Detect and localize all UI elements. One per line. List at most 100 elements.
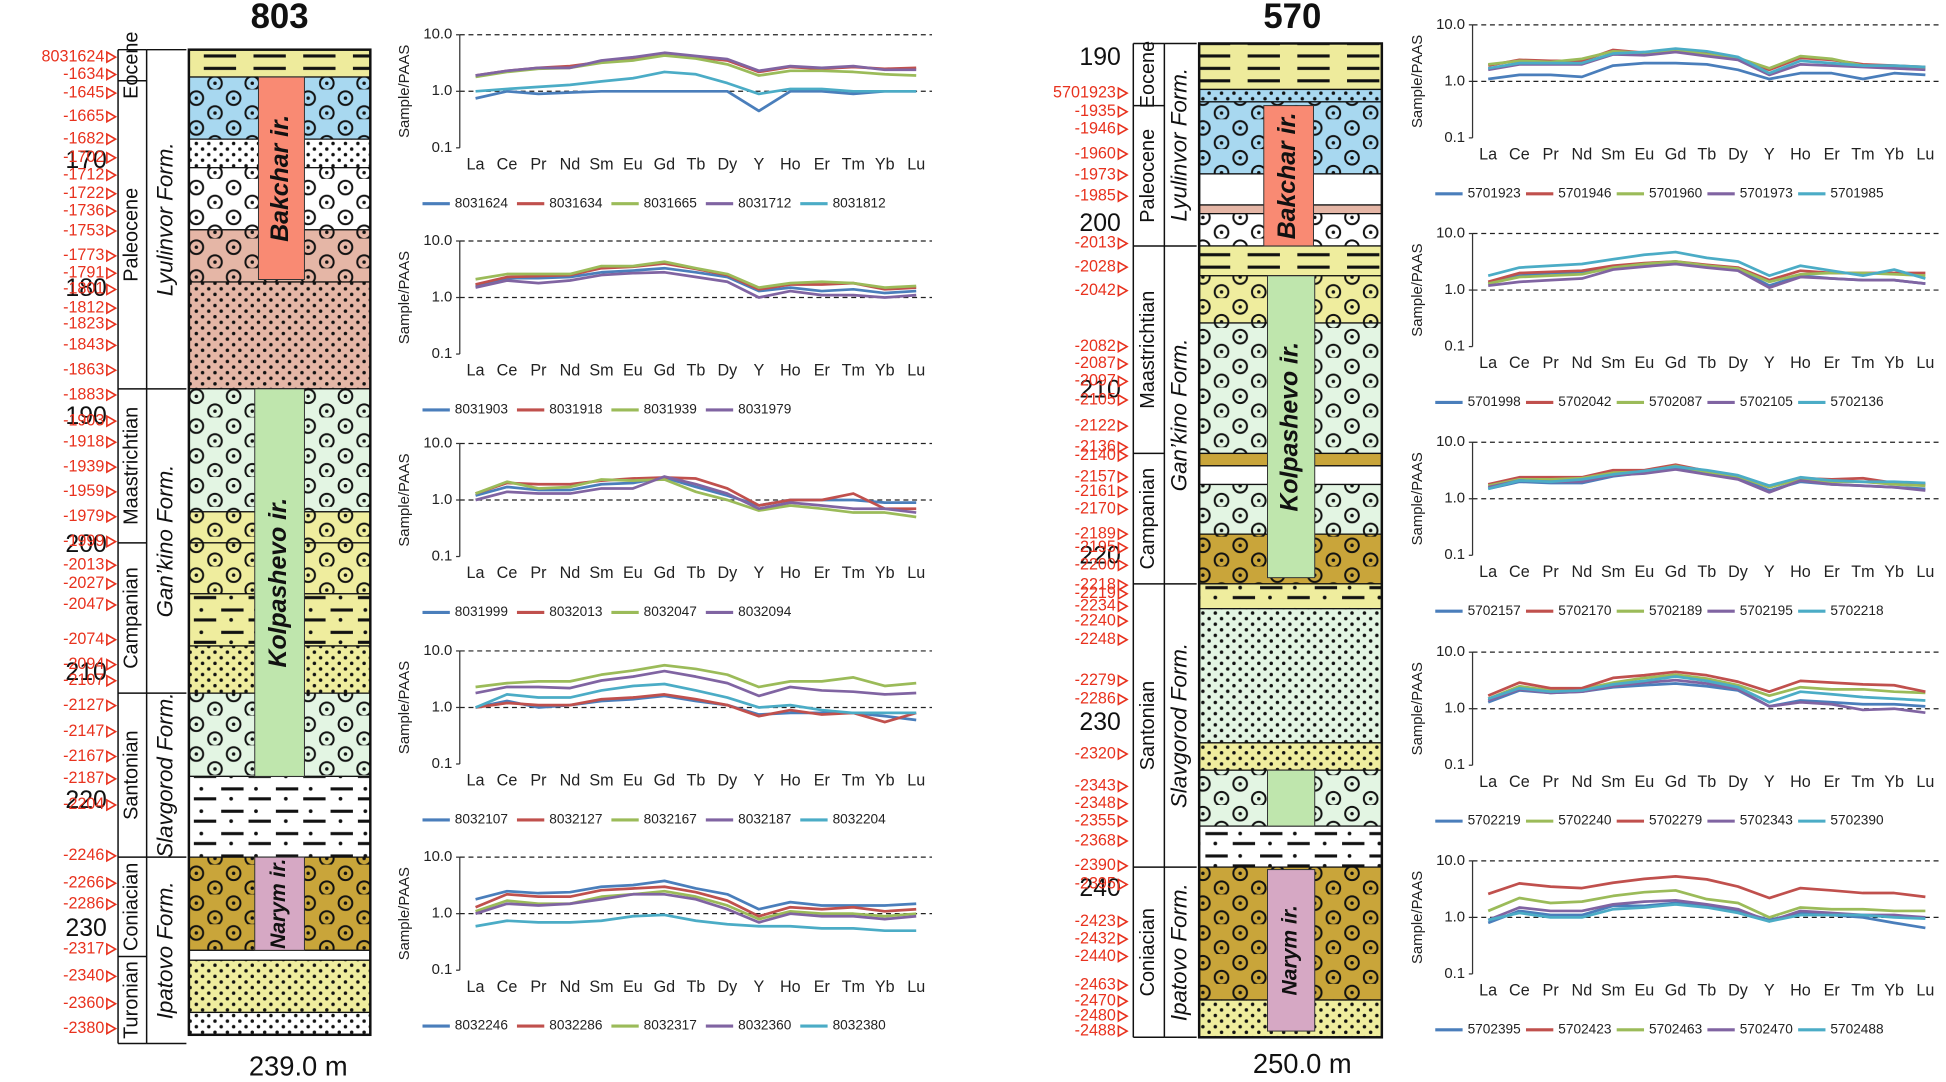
legend-label: 5702390 bbox=[1830, 813, 1884, 828]
x-tick-label: Nd bbox=[560, 564, 581, 582]
x-tick-label: Gd bbox=[654, 772, 676, 790]
sample-marker bbox=[106, 50, 118, 64]
y-tick-label: 10.0 bbox=[423, 435, 452, 451]
depth-label: 230 bbox=[1079, 709, 1120, 736]
x-tick-label: Gd bbox=[654, 155, 676, 173]
y-tick-label: 0.1 bbox=[1444, 966, 1465, 982]
legend-label: 8031812 bbox=[833, 195, 886, 210]
sample-label: -2107 bbox=[63, 671, 104, 689]
sample-label: -2161 bbox=[1075, 482, 1116, 500]
y-tick-label: 10.0 bbox=[1436, 17, 1465, 33]
epoch-label: Santonian bbox=[1137, 681, 1159, 770]
series-line bbox=[475, 478, 917, 519]
sample-label: -2390 bbox=[1075, 856, 1116, 874]
x-tick-label: Yb bbox=[1884, 146, 1904, 164]
y-axis-label: Sample/PAAS bbox=[397, 251, 413, 344]
sample-marker bbox=[1117, 633, 1129, 647]
sample-label: -2195 bbox=[1075, 538, 1116, 556]
x-tick-label: Dy bbox=[717, 362, 738, 380]
sample-marker bbox=[106, 510, 118, 524]
legend-label: 5702240 bbox=[1558, 813, 1612, 828]
sample-label: -2094 bbox=[63, 655, 104, 673]
x-tick-label: Sm bbox=[1601, 146, 1625, 164]
sample-marker bbox=[1117, 834, 1129, 848]
x-tick-label: Y bbox=[753, 155, 764, 173]
sample-marker bbox=[106, 598, 118, 612]
x-tick-label: Er bbox=[814, 155, 831, 173]
sample-marker bbox=[1117, 859, 1129, 873]
strat-column: Bakchar ir. Kolpashevo ir. Narym ir. Eocene… bbox=[1053, 0, 1384, 1079]
depth-label: 200 bbox=[1079, 210, 1120, 237]
x-tick-label: Ce bbox=[497, 772, 518, 790]
x-tick-label: Tb bbox=[1697, 982, 1716, 1000]
sample-marker bbox=[1117, 86, 1129, 100]
legend-label: 5702157 bbox=[1468, 603, 1521, 618]
x-tick-label: Dy bbox=[1728, 146, 1749, 164]
y-tick-label: 0.1 bbox=[432, 346, 453, 362]
legend-label: 8031918 bbox=[549, 402, 602, 417]
sample-label: -1973 bbox=[1075, 165, 1116, 183]
y-tick-label: 0.1 bbox=[432, 756, 453, 772]
sample-marker bbox=[1117, 168, 1129, 182]
sample-marker bbox=[106, 798, 118, 812]
sample-label: -1702 bbox=[63, 148, 104, 166]
sample-marker bbox=[106, 224, 118, 238]
legend-label: 8032094 bbox=[738, 604, 792, 619]
sample-label: -2219 bbox=[1075, 584, 1116, 602]
y-tick-label: 1.0 bbox=[432, 83, 453, 99]
legend-label: 8031979 bbox=[738, 402, 791, 417]
sample-marker bbox=[1117, 449, 1129, 463]
x-tick-label: Eu bbox=[623, 978, 643, 996]
x-tick-label: Tm bbox=[1851, 563, 1874, 581]
x-tick-label: Y bbox=[753, 978, 764, 996]
x-tick-label: Gd bbox=[654, 978, 676, 996]
series-line bbox=[1487, 901, 1926, 930]
x-tick-label: Nd bbox=[1572, 982, 1593, 1000]
legend-label: 8031624 bbox=[455, 195, 509, 210]
epoch-label: Maastrichtian bbox=[1137, 291, 1159, 409]
legend-label: 8032380 bbox=[833, 1018, 887, 1033]
x-tick-label: Tm bbox=[842, 978, 865, 996]
sample-label: -1946 bbox=[1075, 119, 1116, 137]
lithology-pattern bbox=[188, 776, 371, 858]
sample-label: -1935 bbox=[1075, 102, 1116, 120]
x-tick-label: Dy bbox=[717, 564, 738, 582]
x-tick-label: Nd bbox=[560, 362, 581, 380]
sample-label: -2488 bbox=[1075, 1021, 1116, 1039]
x-tick-label: Tm bbox=[842, 564, 865, 582]
sample-marker bbox=[1117, 932, 1129, 946]
x-tick-label: Eu bbox=[623, 772, 643, 790]
sample-label: -1634 bbox=[63, 65, 104, 83]
sample-marker bbox=[106, 283, 118, 296]
sample-marker bbox=[1117, 587, 1129, 601]
x-tick-label: Yb bbox=[875, 564, 895, 582]
y-tick-label: 10.0 bbox=[423, 27, 452, 43]
sample-label: -1665 bbox=[63, 107, 104, 125]
legend-label: 5702279 bbox=[1649, 813, 1702, 828]
sample-label: -2082 bbox=[1075, 337, 1116, 355]
ree-chart: 0.1 1.0 10.0 Sample/PAAS La Ce Pr Nd Sm Eu Gd Tb Dy Y… bbox=[1410, 17, 1942, 200]
x-tick-label: Dy bbox=[717, 772, 738, 790]
sample-label: -1985 bbox=[1075, 187, 1116, 205]
depth-label: 190 bbox=[65, 403, 106, 430]
x-tick-label: Dy bbox=[717, 978, 738, 996]
x-tick-label: Y bbox=[753, 772, 764, 790]
x-tick-label: Gd bbox=[1665, 354, 1687, 372]
y-tick-label: 0.1 bbox=[1444, 757, 1465, 773]
sample-label: -2042 bbox=[1075, 281, 1116, 299]
sample-marker bbox=[106, 1022, 118, 1035]
sample-marker bbox=[1117, 527, 1129, 541]
y-tick-label: 10.0 bbox=[423, 643, 452, 659]
horizon-bar bbox=[1267, 869, 1316, 1032]
sample-label: -1812 bbox=[63, 298, 104, 316]
x-tick-label: Ho bbox=[780, 978, 801, 996]
ree-chart: 0.1 1.0 10.0 Sample/PAAS La Ce Pr Nd Sm Eu Gd Tb Dy Y… bbox=[397, 27, 932, 210]
x-tick-label: Ce bbox=[1509, 773, 1530, 791]
sample-label: -1722 bbox=[63, 184, 104, 202]
horizon-bar bbox=[257, 76, 305, 281]
series-line bbox=[475, 475, 917, 514]
sample-marker bbox=[1117, 393, 1129, 407]
x-tick-label: Eu bbox=[623, 564, 643, 582]
sample-label: -2097 bbox=[1075, 372, 1116, 390]
x-tick-label: Tb bbox=[1697, 563, 1716, 581]
